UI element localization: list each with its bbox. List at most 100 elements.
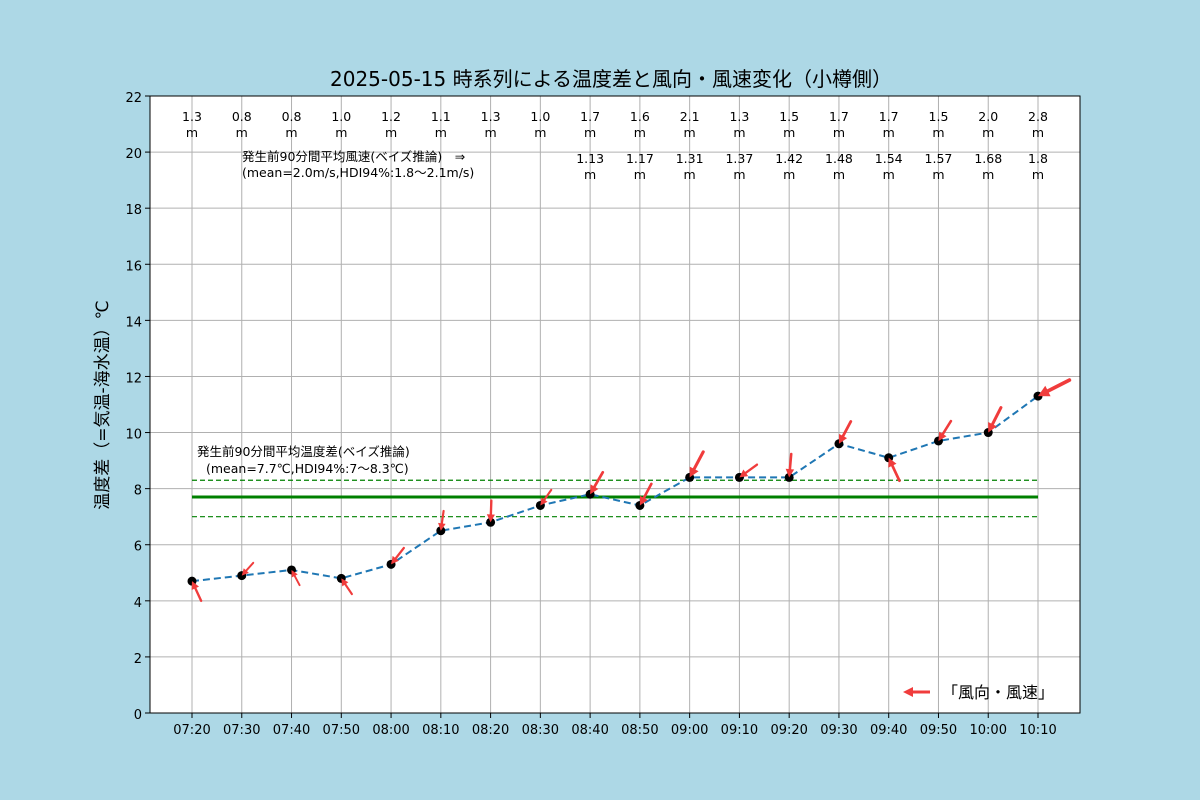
wind-arrow-head <box>486 514 495 523</box>
x-tick-label: 09:30 <box>820 723 857 738</box>
temp-bayes-annotation-line2: (mean=7.7℃,HDI94%:7～8.3℃) <box>206 461 409 476</box>
wind-arrow-head <box>785 468 795 478</box>
wind-speed-label: 2.1 <box>680 109 700 124</box>
y-tick-label: 2 <box>134 652 142 667</box>
wind-speed-unit: m <box>385 125 397 140</box>
wind-speed-label: 1.7 <box>580 109 600 124</box>
wind-arrow-shaft <box>1046 378 1072 393</box>
wind-arrow-shaft <box>991 406 1003 426</box>
legend: 「風向・風速」 <box>903 683 1054 702</box>
wind-speed-unit: m <box>1032 125 1044 140</box>
wind-speed-label: 1.3 <box>729 109 749 124</box>
bayes-speed-label: 1.57 <box>925 151 953 166</box>
bayes-speed-unit: m <box>584 167 596 182</box>
wind-arrow <box>938 419 953 441</box>
bayes-speed-label: 1.8 <box>1028 151 1048 166</box>
x-tick-label: 09:10 <box>721 723 758 738</box>
wind-arrows <box>191 378 1072 603</box>
wind-speed-unit: m <box>534 125 546 140</box>
wind-arrow-head <box>241 568 249 576</box>
x-tick-label: 07:50 <box>323 723 360 738</box>
wind-arrow-shaft <box>293 574 301 587</box>
wind-arrow-head <box>838 433 848 444</box>
wind-bayes-annotation-line1: 発生前90分間平均風速(ベイズ推論) ⇒ <box>242 149 465 164</box>
wind-speed-label: 2.8 <box>1028 109 1048 124</box>
x-tick-label: 07:30 <box>223 723 260 738</box>
wind-arrow-shaft <box>941 419 953 436</box>
wind-arrow <box>438 509 446 531</box>
wind-speed-label: 1.2 <box>381 109 401 124</box>
wind-arrow-head <box>341 578 349 587</box>
wind-arrow <box>739 463 759 478</box>
wind-speed-unit: m <box>484 125 496 140</box>
bayes-speed-label: 1.54 <box>875 151 903 166</box>
wind-arrow <box>590 470 605 495</box>
wind-arrow <box>785 452 795 478</box>
y-tick-label: 10 <box>125 428 142 443</box>
wind-arrow-shaft <box>744 463 759 474</box>
wind-arrow <box>988 406 1003 433</box>
wind-arrow <box>888 457 901 483</box>
bayes-speed-unit: m <box>932 167 944 182</box>
wind-arrow-shaft <box>692 450 705 471</box>
bayes-speed-label: 1.37 <box>725 151 753 166</box>
wind-speed-label: 1.3 <box>182 109 202 124</box>
wind-speed-label: 1.1 <box>431 109 451 124</box>
wind-speed-unit: m <box>733 125 745 140</box>
bayes-speed-label: 1.13 <box>576 151 604 166</box>
x-tick-label: 09:50 <box>920 723 957 738</box>
temp-bayes-annotation-line1: 発生前90分間平均温度差(ベイズ推論) <box>197 444 410 459</box>
bayes-speed-label: 1.17 <box>626 151 654 166</box>
wind-speed-unit: m <box>932 125 944 140</box>
wind-speed-unit: m <box>584 125 596 140</box>
y-tick-label: 14 <box>125 315 142 330</box>
chart-title: 2025-05-15 時系列による温度差と風向・風速変化（小樽側） <box>330 67 892 91</box>
y-tick-label: 18 <box>125 203 142 218</box>
bayes-speed-label: 1.31 <box>676 151 704 166</box>
y-tick-label: 16 <box>125 259 142 274</box>
x-tick-label: 08:50 <box>621 723 658 738</box>
plot-area <box>150 96 1080 713</box>
wind-arrow-shaft <box>788 452 793 471</box>
wind-arrow-shaft <box>245 561 255 572</box>
y-tick-label: 8 <box>134 484 142 499</box>
x-tick-label: 08:20 <box>472 723 509 738</box>
wind-arrow-shaft <box>440 509 445 525</box>
legend-arrow-icon <box>903 687 913 697</box>
x-tick-label: 09:00 <box>671 723 708 738</box>
wind-arrow <box>689 450 705 478</box>
y-tick-label: 6 <box>134 540 142 555</box>
x-tick-label: 08:30 <box>522 723 559 738</box>
wind-speed-unit: m <box>783 125 795 140</box>
wind-arrow <box>341 578 353 596</box>
wind-speed-unit: m <box>285 125 297 140</box>
wind-speed-unit: m <box>236 125 248 140</box>
wind-speed-unit: m <box>883 125 895 140</box>
y-axis-label: 温度差（=気温-海水温）℃ <box>93 300 113 509</box>
bayes-speed-label: 1.68 <box>974 151 1002 166</box>
wind-arrow <box>838 420 853 444</box>
y-tick-label: 0 <box>134 708 142 723</box>
wind-bayes-annotation-line2: (mean=2.0m/s,HDI94%:1.8～2.1m/s) <box>242 165 474 180</box>
plot-frame <box>149 95 1081 714</box>
x-tick-label: 09:40 <box>870 723 907 738</box>
wind-speed-label: 1.7 <box>879 109 899 124</box>
temperature-diff-line <box>191 395 1039 583</box>
bayes-speed-label: 1.48 <box>825 151 853 166</box>
bayes-speed-unit: m <box>833 167 845 182</box>
x-tick-label: 10:10 <box>1019 723 1056 738</box>
wind-speed-label: 1.0 <box>530 109 550 124</box>
wind-arrow-shaft <box>642 482 653 500</box>
wind-arrow <box>391 546 406 565</box>
wind-arrow <box>291 569 301 587</box>
bayes-speed-unit: m <box>783 167 795 182</box>
wind-arrow-shaft <box>194 587 203 603</box>
wind-arrow-head <box>1038 385 1051 397</box>
wind-speed-unit: m <box>982 125 994 140</box>
wind-arrow-head <box>438 522 446 531</box>
y-tick-label: 20 <box>125 147 142 162</box>
wind-arrow-head <box>639 495 648 506</box>
wind-arrow-head <box>540 497 548 506</box>
wind-arrow <box>486 499 495 523</box>
